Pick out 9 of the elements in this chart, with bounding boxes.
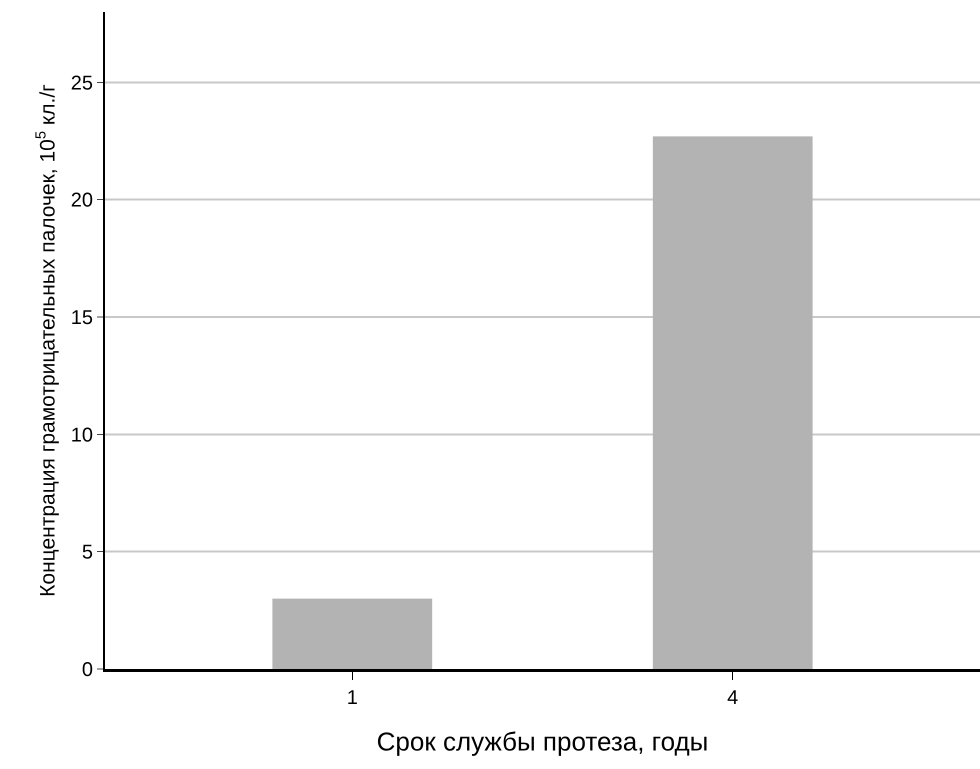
x-axis-title: Срок службы протеза, годы — [376, 726, 708, 757]
y-tick-label: 5 — [82, 542, 93, 564]
y-tick-label: 10 — [70, 424, 93, 446]
y-tick-label: 25 — [70, 72, 93, 94]
y-tick-label: 15 — [70, 307, 93, 330]
x-tick-label: 4 — [727, 687, 738, 709]
y-tick-label: 20 — [70, 190, 93, 212]
y-tick-label: 0 — [82, 659, 93, 681]
x-tick-label: 1 — [346, 687, 358, 709]
